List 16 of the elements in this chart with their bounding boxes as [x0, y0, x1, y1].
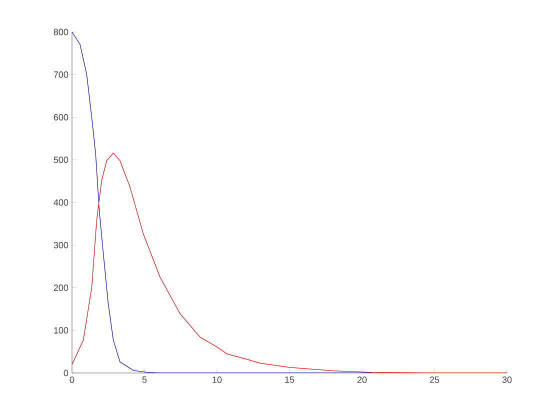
y-tick-label: 600	[54, 114, 68, 120]
y-tick-label: 800	[54, 28, 68, 36]
x-tick-label: 20	[357, 376, 367, 383]
x-tick-label: 25	[430, 376, 440, 383]
x-tick-label: 30	[502, 376, 512, 383]
x-tick-label: 10	[212, 376, 222, 383]
y-tick-label: 0	[64, 370, 68, 376]
x-tick-label: 0	[70, 376, 74, 383]
x-tick-label: 5	[142, 376, 147, 383]
x-tick-label: 15	[285, 376, 294, 383]
y-tick-label: 700	[54, 71, 68, 78]
y-tick-label: 100	[54, 327, 68, 334]
y-tick-label: 500	[54, 156, 68, 164]
y-tick-label: 300	[54, 242, 68, 248]
y-tick-label: 200	[54, 284, 68, 291]
y-tick-label: 400	[54, 199, 68, 206]
